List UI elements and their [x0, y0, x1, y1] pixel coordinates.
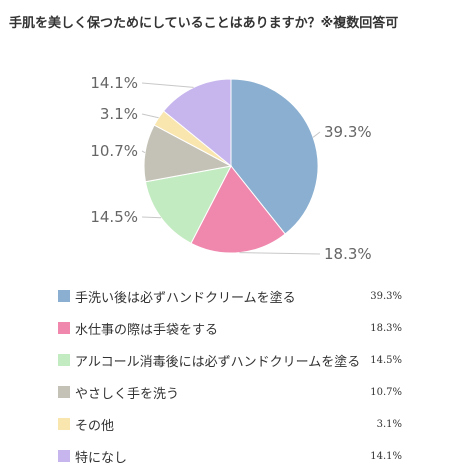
pie-leader-line: [141, 82, 194, 88]
pie-leader-line: [141, 216, 162, 219]
legend-swatch: [58, 418, 70, 430]
pie-chart: 39.3% 18.3% 14.5% 10.7% 3.1% 14.1%: [90, 74, 372, 263]
legend-label: やさしく手を洗う: [75, 386, 180, 402]
legend-item: 手洗い後は必ずハンドクリームを塗る 39.3%: [58, 280, 408, 312]
legend-item: 水仕事の際は手袋をする 18.3%: [58, 312, 408, 344]
pie-leader-line: [141, 113, 159, 119]
legend-label: その他: [75, 418, 115, 434]
legend-swatch: [58, 386, 70, 398]
legend-swatch: [58, 290, 70, 302]
pie-leader-line: [239, 252, 321, 255]
pie-leader-line: [312, 131, 321, 138]
legend-value: 10.7%: [370, 386, 402, 398]
pie-data-label: 39.3%: [324, 123, 372, 141]
legend-label: 水仕事の際は手袋をする: [75, 322, 219, 338]
pie-slice: [190, 165, 286, 254]
legend-item: 特になし 14.1%: [58, 440, 408, 472]
pie-data-label: 10.7%: [90, 142, 138, 160]
pie-data-label: 18.3%: [324, 245, 372, 263]
legend: 手洗い後は必ずハンドクリームを塗る 39.3% 水仕事の際は手袋をする 18.3…: [58, 280, 408, 472]
legend-value: 39.3%: [370, 290, 402, 302]
legend-swatch: [58, 354, 70, 366]
legend-value: 14.1%: [370, 450, 402, 462]
pie-slice: [144, 165, 232, 244]
legend-label: 手洗い後は必ずハンドクリームを塗る: [75, 290, 296, 306]
pie-leader-line: [141, 150, 146, 154]
legend-value: 3.1%: [376, 418, 402, 430]
legend-item: やさしく手を洗う 10.7%: [58, 376, 408, 408]
legend-swatch: [58, 322, 70, 334]
pie-data-label: 14.5%: [90, 208, 138, 226]
legend-item: アルコール消毒後には必ずハンドクリームを塗る 14.5%: [58, 344, 408, 376]
chart-title: 手肌を美しく保つためにしていることはありますか？※複数回答可: [9, 16, 399, 31]
legend-value: 18.3%: [370, 322, 402, 334]
pie-data-label: 3.1%: [100, 105, 138, 123]
legend-item: その他 3.1%: [58, 408, 408, 440]
pie-data-label: 14.1%: [90, 74, 138, 92]
legend-label: 特になし: [75, 450, 128, 466]
legend-label: アルコール消毒後には必ずハンドクリームを塗る: [75, 354, 361, 370]
legend-value: 14.5%: [370, 354, 402, 366]
legend-swatch: [58, 450, 70, 462]
